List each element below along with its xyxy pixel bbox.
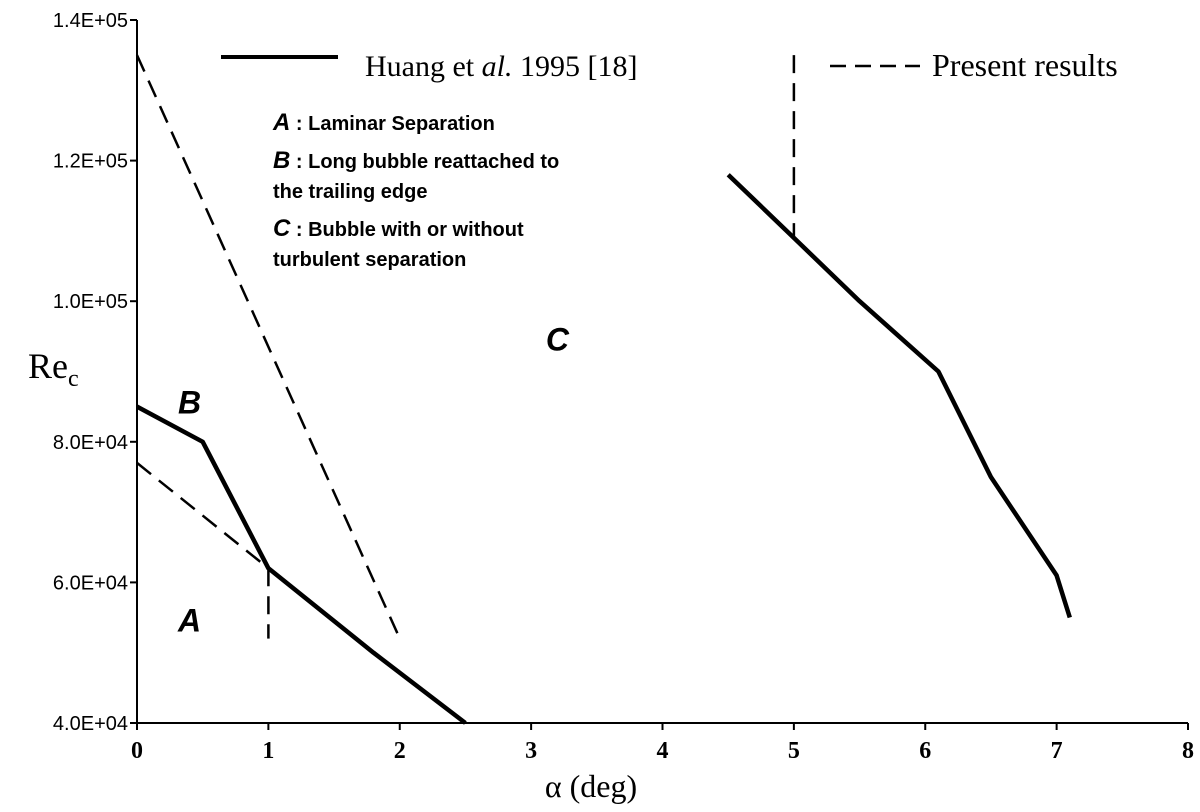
x-tick-label: 6 [919, 738, 931, 764]
x-tick-label: 5 [788, 738, 800, 764]
legend-label-present: Present results [932, 47, 1118, 83]
legend: Huang et al. 1995 [18] Present results [221, 47, 1118, 83]
region-label-a: A [177, 603, 201, 639]
y-tick-label: 1.0E+05 [53, 291, 128, 313]
y-tick-label: 1.4E+05 [53, 10, 128, 32]
y-axis-label-subscript: c [68, 366, 79, 392]
series-solid-line [135, 404, 467, 725]
series-dashed-line [136, 461, 270, 570]
x-tick-label: 7 [1051, 738, 1063, 764]
note-line-c-cont: turbulent separation [273, 249, 466, 271]
annotation-notes: A : Laminar Separation B : Long bubble r… [272, 109, 559, 271]
note-line-a: A : Laminar Separation [272, 109, 495, 136]
y-axis-label-main: Re [28, 346, 68, 386]
y-tick-label: 6.0E+04 [53, 572, 128, 594]
series-dashed-line [135, 54, 401, 640]
y-tick-label: 4.0E+04 [53, 713, 128, 735]
legend-label-huang: Huang et al. 1995 [18] [365, 50, 637, 83]
x-tick-label: 0 [131, 738, 143, 764]
x-axis-label: α (deg) [545, 768, 637, 804]
x-tick-label: 1 [262, 738, 274, 764]
note-line-b-cont: the trailing edge [273, 181, 427, 203]
note-line-c: C : Bubble with or without [273, 215, 524, 242]
x-tick-label: 4 [657, 738, 669, 764]
region-label-b: B [178, 385, 201, 421]
note-line-b: B : Long bubble reattached to [273, 147, 559, 174]
x-tick-label: 2 [394, 738, 406, 764]
region-label-c: C [546, 321, 570, 357]
y-axis-label: Rec [28, 346, 79, 392]
series-solid-line [726, 173, 1072, 619]
x-tick-label: 3 [525, 738, 537, 764]
y-tick-label: 8.0E+04 [53, 432, 128, 454]
x-tick-label: 8 [1182, 738, 1194, 764]
y-tick-label: 1.2E+05 [53, 151, 128, 173]
